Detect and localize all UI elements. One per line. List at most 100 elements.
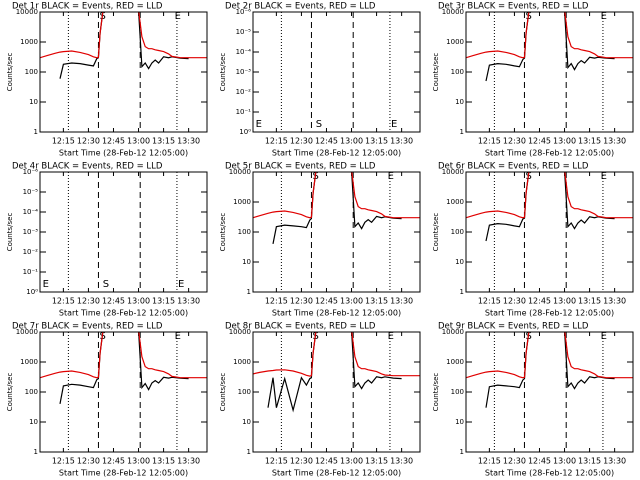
y-tick-label: 10⁻²: [23, 248, 39, 256]
y-tick-label: 100: [238, 388, 251, 396]
x-tick-label: 12:15: [478, 297, 501, 306]
x-tick-label: 13:15: [152, 297, 175, 306]
plot-frame: [252, 331, 421, 453]
x-tick-label: 13:30: [177, 457, 200, 466]
x-axis-label: Start Time (28-Feb-12 12:05:00): [272, 309, 401, 318]
y-tick-label: 1000: [20, 358, 38, 366]
x-tick-label: 12:15: [478, 457, 501, 466]
x-tick-label: 12:45: [528, 457, 551, 466]
series-line: [253, 332, 420, 377]
y-axis-label: Counts/sec: [432, 373, 440, 412]
plot-frame: [465, 171, 634, 293]
panel-title: Det 3r BLACK = Events, RED = LLD: [438, 2, 589, 12]
x-tick-label: 12:30: [77, 137, 100, 146]
y-tick-label: 10000: [229, 168, 251, 176]
annotation: E: [175, 331, 181, 342]
y-tick-label: 1000: [233, 198, 251, 206]
x-tick-label: 12:30: [77, 457, 100, 466]
plot-frame: [39, 331, 208, 453]
y-tick-label: 10: [455, 258, 464, 266]
x-tick-label: 12:30: [503, 137, 526, 146]
panel: Det 7r BLACK = Events, RED = LLD Counts/s…: [6, 322, 208, 478]
annotation: E: [43, 279, 49, 290]
y-tick-label: 10000: [442, 328, 464, 336]
y-tick-label: 10⁻⁴: [23, 208, 39, 216]
x-axis-label: Start Time (28-Feb-12 12:05:00): [59, 469, 188, 478]
annotation: E: [175, 11, 181, 22]
y-tick-label: 100: [451, 228, 464, 236]
annotation: E: [601, 11, 607, 22]
x-tick-label: 12:15: [478, 137, 501, 146]
y-tick-label: 10: [242, 418, 251, 426]
x-tick-label: 13:30: [390, 137, 413, 146]
x-tick-label: 12:15: [265, 457, 288, 466]
panel-title: Det 9r BLACK = Events, RED = LLD: [438, 322, 589, 332]
y-tick-label: 10: [455, 98, 464, 106]
panel-title: Det 6r BLACK = Events, RED = LLD: [438, 162, 589, 172]
plot-frame: [465, 11, 634, 133]
y-tick-label: 1: [34, 448, 38, 456]
x-tick-label: 12:45: [528, 297, 551, 306]
x-tick-label: 12:45: [315, 457, 338, 466]
y-tick-label: 10⁻³: [23, 228, 39, 236]
series-line: [485, 172, 615, 242]
y-tick-label: 1: [460, 288, 464, 296]
x-tick-label: 12:30: [503, 297, 526, 306]
y-tick-label: 1000: [446, 38, 464, 46]
x-tick-label: 12:30: [290, 137, 313, 146]
x-tick-label: 13:00: [340, 297, 363, 306]
annotation: E: [601, 171, 607, 182]
series-line: [59, 332, 189, 405]
y-tick-label: 1000: [446, 198, 464, 206]
y-tick-label: 10⁰: [239, 128, 251, 136]
y-tick-label: 100: [451, 68, 464, 76]
y-tick-label: 10⁻⁴: [236, 48, 252, 56]
series-line: [485, 12, 615, 82]
panel: Det 6r BLACK = Events, RED = LLD Counts/s…: [432, 162, 634, 318]
x-tick-label: 13:00: [340, 457, 363, 466]
panel: Det 3r BLACK = Events, RED = LLD Counts/s…: [432, 2, 634, 158]
x-tick-label: 12:30: [503, 457, 526, 466]
x-tick-label: 12:45: [102, 137, 125, 146]
x-tick-label: 13:30: [603, 137, 626, 146]
y-axis-label: Counts/sec: [432, 213, 440, 252]
plot-frame: [39, 171, 208, 293]
panel: Det 2r BLACK = Events, RED = LLD Counts/s…: [219, 2, 421, 158]
annotation: E: [388, 171, 394, 182]
series-line: [59, 12, 189, 79]
x-tick-label: 13:30: [603, 297, 626, 306]
series-line: [466, 332, 633, 379]
series-line: [466, 12, 633, 59]
y-tick-label: 1: [247, 288, 251, 296]
panel-title: Det 4r BLACK = Events, RED = LLD: [12, 162, 163, 172]
annotation: S: [103, 279, 109, 290]
x-tick-label: 13:30: [177, 297, 200, 306]
x-axis-label: Start Time (28-Feb-12 12:05:00): [272, 469, 401, 478]
y-tick-label: 1: [460, 128, 464, 136]
plot-frame: [465, 331, 634, 453]
panel-title: Det 8r BLACK = Events, RED = LLD: [225, 322, 376, 332]
x-tick-label: 13:15: [152, 457, 175, 466]
plot-frame: [252, 171, 421, 293]
y-tick-label: 1000: [20, 38, 38, 46]
x-tick-label: 12:45: [528, 137, 551, 146]
panel-title: Det 5r BLACK = Events, RED = LLD: [225, 162, 376, 172]
y-tick-label: 100: [25, 68, 38, 76]
series-line: [485, 332, 615, 408]
x-tick-label: 13:15: [578, 297, 601, 306]
x-tick-label: 12:45: [315, 137, 338, 146]
y-tick-label: 10⁻⁵: [23, 188, 39, 196]
y-tick-label: 10: [455, 418, 464, 426]
y-tick-label: 10000: [442, 168, 464, 176]
x-tick-label: 13:15: [365, 297, 388, 306]
x-tick-label: 12:15: [265, 137, 288, 146]
panel-title: Det 1r BLACK = Events, RED = LLD: [12, 2, 163, 12]
panel-title: Det 7r BLACK = Events, RED = LLD: [12, 322, 163, 332]
x-tick-label: 13:30: [390, 457, 413, 466]
x-tick-label: 12:45: [102, 457, 125, 466]
annotation: E: [256, 119, 262, 130]
panel-title: Det 2r BLACK = Events, RED = LLD: [225, 2, 376, 12]
y-axis-label: Counts/sec: [219, 53, 227, 92]
x-tick-label: 13:00: [340, 137, 363, 146]
x-tick-label: 13:30: [177, 137, 200, 146]
